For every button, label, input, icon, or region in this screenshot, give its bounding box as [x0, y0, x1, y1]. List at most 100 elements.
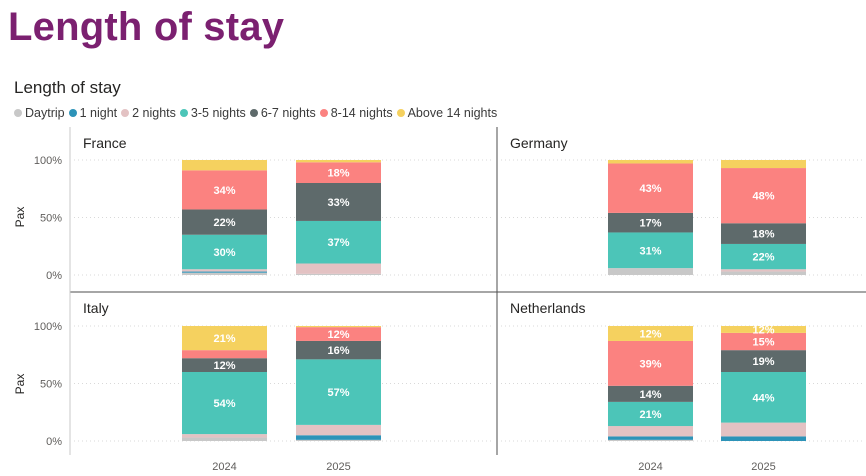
bar-segment-6-7-nights-2025[interactable] [296, 183, 381, 221]
legend-label: 8-14 nights [330, 106, 393, 120]
bar-segment-above-14-nights-2025[interactable] [296, 160, 381, 163]
data-label: 19% [752, 356, 774, 368]
bar-segment-2-nights-2025[interactable] [296, 424, 381, 436]
bar-segment-2-nights-2025[interactable] [721, 269, 806, 272]
x-tick-label: 2025 [751, 461, 775, 473]
bar-segment-8-14-nights-2024[interactable] [182, 170, 267, 210]
bar-segment-6-7-nights-2024[interactable] [608, 212, 693, 233]
bar-segment-2-nights-2025[interactable] [296, 263, 381, 274]
bar-segment-above-14-nights-2025[interactable] [296, 326, 381, 328]
legend-item-3-5-nights[interactable]: 3-5 nights [179, 106, 246, 120]
bar-segment-3-5-nights-2025[interactable] [721, 243, 806, 270]
bar-segment-1-night-2024[interactable] [608, 436, 693, 440]
bar-segment-daytrip-2025[interactable] [721, 271, 806, 275]
bar-segment-8-14-nights-2025[interactable] [721, 168, 806, 224]
bar-segment-3-5-nights-2025[interactable] [296, 359, 381, 425]
bar-segment-above-14-nights-2024[interactable] [182, 326, 267, 351]
y-tick-label: 100% [34, 155, 62, 167]
data-label: 34% [213, 185, 235, 197]
bar-segment-3-5-nights-2025[interactable] [296, 220, 381, 264]
bar-segment-3-5-nights-2024[interactable] [608, 232, 693, 269]
bar-segment-6-7-nights-2025[interactable] [721, 350, 806, 372]
legend-item-8-14-nights[interactable]: 8-14 nights [319, 106, 393, 120]
bar-segment-daytrip-2024[interactable] [608, 268, 693, 275]
bar-segment-1-night-2025[interactable] [296, 435, 381, 440]
chart-legend[interactable]: Daytrip 1 night 2 nights 3-5 nights 6-7 nigh… [14, 106, 501, 120]
panel-france: 0% 50% 100% France 30% 22% 34% 37% 33% 18% [34, 135, 493, 282]
data-label: 22% [213, 217, 235, 229]
data-label: 43% [639, 183, 661, 195]
data-label: 17% [639, 218, 661, 230]
data-label: 57% [327, 387, 349, 399]
bar-segment-8-14-nights-2024[interactable] [608, 340, 693, 386]
bar-segment-3-5-nights-2024[interactable] [182, 234, 267, 270]
legend-item-6-7-nights[interactable]: 6-7 nights [249, 106, 316, 120]
data-label: 33% [327, 197, 349, 209]
data-label: 37% [327, 237, 349, 249]
bar-segment-above-14-nights-2024[interactable] [608, 326, 693, 341]
bar-segment-above-14-nights-2025[interactable] [721, 160, 806, 169]
bar-segment-3-5-nights-2025[interactable] [721, 372, 806, 423]
panel-title: Netherlands [510, 300, 586, 316]
data-label: 48% [752, 191, 774, 203]
bar-segment-2-nights-2024[interactable] [182, 269, 267, 272]
bar-segment-daytrip-2025[interactable] [296, 439, 381, 441]
data-label: 30% [213, 247, 235, 259]
data-label: 18% [327, 168, 349, 180]
bar-segment-6-7-nights-2024[interactable] [182, 358, 267, 372]
bar-segment-daytrip-2024[interactable] [608, 439, 693, 441]
data-label: 31% [639, 245, 661, 257]
legend-label: 2 nights [132, 106, 176, 120]
bar-segment-above-14-nights-2024[interactable] [608, 160, 693, 164]
page-title: Length of stay [8, 5, 285, 49]
data-label: 21% [213, 333, 235, 345]
panel-title: France [83, 135, 127, 151]
bar-segment-8-14-nights-2025[interactable] [721, 332, 806, 351]
bar-segment-2-nights-2025[interactable] [721, 422, 806, 437]
x-tick-label: 2025 [326, 461, 350, 473]
bar-segment-above-14-nights-2025[interactable] [721, 326, 806, 333]
legend-label: Above 14 nights [407, 106, 498, 120]
bar-segment-8-14-nights-2024[interactable] [608, 163, 693, 213]
legend-label: Daytrip [25, 106, 65, 120]
bar-segment-3-5-nights-2024[interactable] [608, 401, 693, 427]
legend-item-2-nights[interactable]: 2 nights [121, 106, 176, 120]
legend-label: 3-5 nights [190, 106, 246, 120]
data-label: 12% [327, 329, 349, 341]
legend-marker [121, 109, 130, 117]
x-tick-label: 2024 [638, 461, 662, 473]
legend-marker [179, 109, 188, 117]
bar-segment-2-nights-2024[interactable] [608, 426, 693, 437]
legend-item-daytrip[interactable]: Daytrip [14, 106, 65, 120]
legend-marker [68, 109, 77, 117]
data-label: 21% [639, 409, 661, 421]
bar-segment-2-nights-2024[interactable] [182, 434, 267, 438]
bar-segment-6-7-nights-2024[interactable] [182, 209, 267, 235]
panel-title: Germany [510, 135, 568, 151]
data-label: 18% [752, 229, 774, 241]
bar-segment-1-night-2025[interactable] [721, 436, 806, 441]
bar-segment-3-5-nights-2024[interactable] [182, 372, 267, 435]
bar-segment-8-14-nights-2024[interactable] [182, 350, 267, 359]
bar-segment-6-7-nights-2024[interactable] [608, 385, 693, 402]
y-axis-title: Pax [13, 207, 27, 228]
y-tick-label: 0% [46, 270, 62, 282]
bar-segment-6-7-nights-2025[interactable] [721, 223, 806, 244]
data-label: 12% [752, 324, 774, 336]
bar-segment-8-14-nights-2025[interactable] [296, 327, 381, 341]
legend-label: 6-7 nights [260, 106, 316, 120]
y-tick-label: 50% [40, 213, 62, 225]
panel-title: Italy [83, 300, 109, 316]
data-label: 14% [639, 389, 661, 401]
bar-segment-daytrip-2024[interactable] [182, 272, 267, 275]
bar-segment-above-14-nights-2024[interactable] [182, 160, 267, 171]
x-tick-label: 2024 [212, 461, 236, 473]
bar-segment-8-14-nights-2025[interactable] [296, 162, 381, 183]
legend-item-1-night[interactable]: 1 night [68, 106, 117, 120]
bar-segment-6-7-nights-2025[interactable] [296, 340, 381, 360]
bar-segment-daytrip-2025[interactable] [296, 273, 381, 275]
bar-segment-daytrip-2024[interactable] [182, 437, 267, 441]
legend-item-above-14-nights[interactable]: Above 14 nights [396, 106, 498, 120]
bar-segment-1-night-2024[interactable] [182, 271, 267, 273]
